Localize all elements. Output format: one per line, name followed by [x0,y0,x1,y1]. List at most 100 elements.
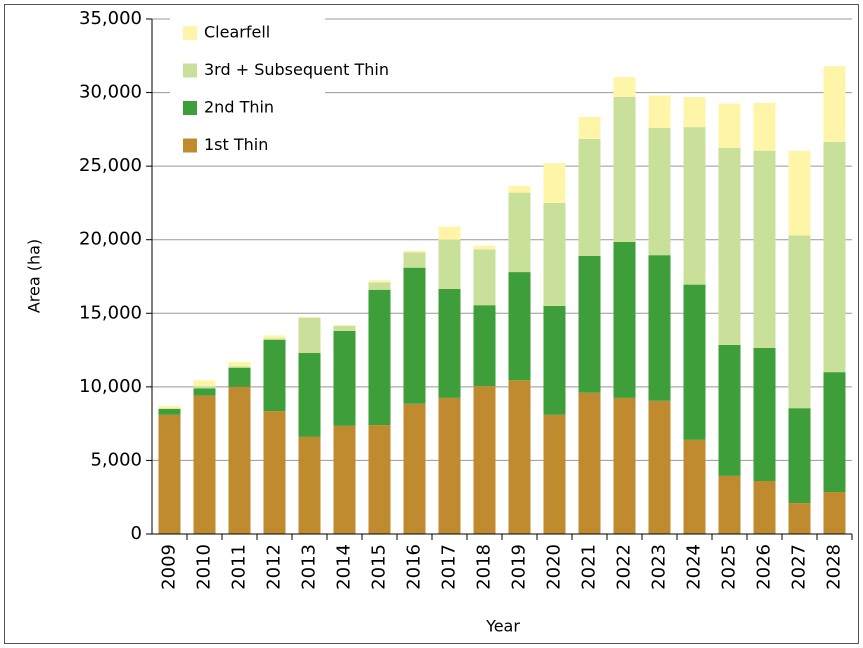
bar-segment [333,325,356,331]
bar-segment [578,116,601,139]
bar-segment [648,400,671,534]
y-tick-label: 15,000 [79,302,142,323]
bar-segment [263,411,286,534]
x-tick-label: 2010 [194,544,215,590]
bar-segment [788,150,811,236]
bar-segment [368,289,391,426]
legend-label: 3rd + Subsequent Thin [204,60,389,79]
bar-segment [403,252,426,268]
legend-swatch [183,63,197,78]
bar-segment [438,397,461,534]
bar-segment [753,481,776,534]
bar-segment [578,392,601,534]
x-tick-label: 2020 [544,544,565,590]
bar-segment [788,235,811,409]
bar-segment [753,102,776,151]
bar-segment [228,367,251,387]
bar-segment [298,436,321,534]
x-tick-label: 2026 [754,544,775,590]
bar-segment [298,316,321,318]
bar-segment [718,147,741,345]
bar-segment [193,380,216,387]
x-tick-label: 2016 [404,544,425,590]
bar-segment [543,163,566,203]
bar-segment [543,202,566,306]
bar-segment [683,96,706,128]
bar-segment [403,250,426,253]
x-tick-label: 2017 [439,544,460,590]
y-tick-label: 0 [131,523,142,544]
bar-segment [508,186,531,193]
bar-segment [473,249,496,306]
x-tick-label: 2012 [264,544,285,590]
x-tick-label: 2028 [824,544,845,590]
bar-segment [823,141,846,373]
bar-segment [613,77,636,97]
bar-segment [543,305,566,415]
bar-segment [263,339,286,412]
bar-segment [368,282,391,290]
x-axis-label: Year [485,617,520,636]
bar-segment [473,245,496,250]
x-tick-label: 2022 [614,544,635,590]
bar-segment [158,408,181,415]
bar-segment [508,380,531,534]
bar-segment [263,335,286,339]
legend-label: 2nd Thin [204,98,274,117]
x-tick-label: 2013 [299,544,320,590]
bar-segment [683,127,706,285]
y-tick-label: 30,000 [79,82,142,103]
bar-segment [718,475,741,534]
x-tick-label: 2011 [229,544,250,590]
bar-segment [333,425,356,534]
y-tick-label: 25,000 [79,155,142,176]
bar-segment [578,255,601,393]
x-tick-label: 2009 [159,544,180,590]
y-tick-label: 20,000 [79,229,142,250]
x-tick-label: 2021 [579,544,600,590]
y-tick-label: 35,000 [79,8,142,29]
bar-segment [788,503,811,534]
bar-segment [228,386,251,534]
bar-segment [683,439,706,534]
bar-segment [403,267,426,404]
bar-segment [193,388,216,396]
bar-segment [613,241,636,398]
x-tick-label: 2023 [649,544,670,590]
bar-segment [403,403,426,534]
bar-segment [823,492,846,534]
legend-swatch [183,101,197,115]
bar-segment [158,405,181,409]
legend-swatch [183,26,197,40]
bar-segment [473,305,496,387]
bar-segment [718,103,741,148]
bar-segment [263,338,286,340]
bar-segment [298,353,321,437]
bar-segment [158,408,181,409]
bar-segment [158,414,181,534]
bar-segment [823,372,846,493]
bar-segment [473,386,496,534]
bar-segment [298,317,321,354]
y-tick-label: 5,000 [90,449,142,470]
bar-segment [578,138,601,256]
x-tick-label: 2025 [719,544,740,590]
x-tick-label: 2014 [334,544,355,590]
bar-segment [333,330,356,426]
bar-segment [753,347,776,482]
x-tick-label: 2015 [369,544,390,590]
bar-segment [753,150,776,348]
bar-segment [228,361,251,367]
bar-segment [543,414,566,534]
bar-segment [193,395,216,534]
x-tick-label: 2027 [789,544,810,590]
y-axis-label: Area (ha) [25,239,44,313]
bar-segment [648,95,671,128]
bar-segment [193,386,216,389]
bar-segment [508,192,531,273]
x-tick-label: 2018 [474,544,495,590]
x-tick-label: 2019 [509,544,530,590]
bar-segment [438,289,461,398]
bar-segment [333,325,356,326]
bar-segment [613,96,636,242]
